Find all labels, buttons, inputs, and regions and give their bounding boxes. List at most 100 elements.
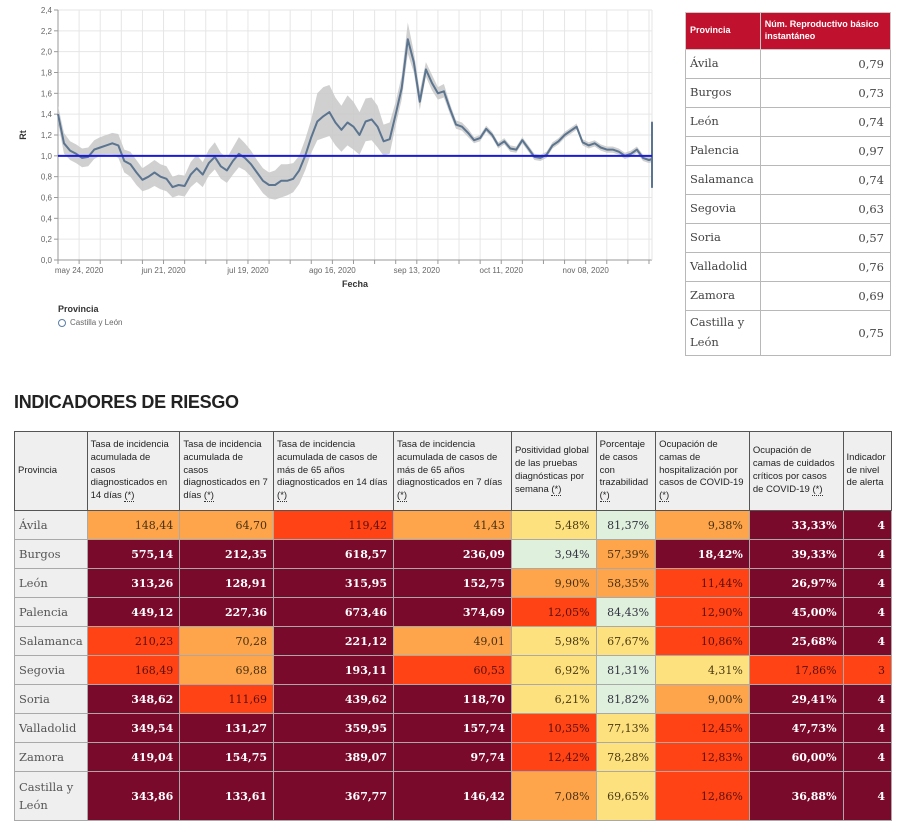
- rt-table-row: Segovia 0,63: [685, 194, 892, 224]
- risk-table-row: Segovia 168,49 69,88 193,11 60,53 6,92% 81,31%…: [14, 655, 893, 685]
- footnote-reference-link[interactable]: (*): [277, 490, 288, 503]
- rt-value-cell: 0,69: [759, 281, 892, 311]
- legend-item-castilla-y-leon[interactable]: Castilla y León: [58, 318, 122, 327]
- rt-table-row: Salamanca 0,74: [685, 165, 892, 195]
- risk-header-5: Positividad global de las pruebas diagnó…: [510, 431, 597, 511]
- y-tick-label: 1,4: [41, 110, 53, 119]
- risk-header-label: Ocupación de camas de hospitalización po…: [659, 438, 744, 489]
- risk-indicator-cell: 12,83%: [655, 742, 750, 772]
- risk-table-row: Palencia 449,12 227,36 673,46 374,69 12,05% 84…: [14, 597, 893, 627]
- rt-provincia-cell: León: [685, 107, 761, 137]
- rt-provincia-cell: Palencia: [685, 136, 761, 166]
- rt-value-cell: 0,79: [759, 49, 892, 79]
- risk-provincia-cell: Castilla y León: [14, 771, 88, 821]
- rt-line-chart-svg: 0,0 0,2 0,4 0,6 0,8 1,0 1,2 1,4 1,6 1,8 2,0 2,2 2,4 m…: [18, 6, 653, 289]
- risk-header-label: Provincia: [18, 464, 58, 476]
- footnote-reference-link[interactable]: (*): [812, 483, 823, 496]
- risk-indicator-cell: 97,74: [393, 742, 512, 772]
- risk-indicator-cell: 313,26: [86, 568, 181, 598]
- risk-indicator-cell: 221,12: [273, 626, 394, 656]
- risk-header-label: Ocupación de camas de cuidados críticos …: [752, 445, 835, 495]
- risk-indicator-cell: 47,73%: [748, 713, 844, 743]
- risk-indicator-cell: 152,75: [393, 568, 512, 598]
- risk-provincia-cell: León: [14, 568, 88, 598]
- x-tick-label: jul 19, 2020: [226, 266, 269, 275]
- x-tick-label: jun 21, 2020: [141, 266, 187, 275]
- risk-indicator-cell: 374,69: [393, 597, 512, 627]
- risk-header-label: Porcentaje de casos con trazabilidad: [599, 438, 649, 489]
- risk-indicator-cell: 146,42: [393, 771, 512, 821]
- rt-table-row: Palencia 0,97: [685, 136, 892, 166]
- risk-indicator-cell: 11,44%: [655, 568, 750, 598]
- risk-indicator-cell: 168,49: [86, 655, 181, 685]
- risk-indicator-cell: 389,07: [273, 742, 394, 772]
- risk-indicator-cell: 5,98%: [510, 626, 597, 656]
- rt-provincia-cell: Castilla y León: [685, 310, 761, 356]
- rt-series-line: [57, 38, 653, 189]
- risk-indicator-cell: 131,27: [179, 713, 275, 743]
- risk-header-label: Tasa de incidencia acumulada de casos di…: [183, 438, 268, 502]
- risk-provincia-cell: Zamora: [14, 742, 88, 772]
- y-tick-label: 0,0: [41, 256, 53, 265]
- risk-indicator-cell: 25,68%: [748, 626, 844, 656]
- risk-indicator-cell: 673,46: [273, 597, 394, 627]
- risk-indicator-cell: 41,43: [393, 510, 512, 540]
- risk-indicator-cell: 4: [842, 626, 893, 656]
- rt-value-cell: 0,63: [759, 194, 892, 224]
- risk-indicator-cell: 64,70: [179, 510, 275, 540]
- rt-chart: 0,0 0,2 0,4 0,6 0,8 1,0 1,2 1,4 1,6 1,8 2,0 2,2 2,4 m…: [0, 0, 670, 340]
- risk-indicator-cell: 4: [842, 510, 893, 540]
- risk-indicator-cell: 154,75: [179, 742, 275, 772]
- risk-indicator-cell: 439,62: [273, 684, 394, 714]
- risk-indicator-cell: 12,42%: [510, 742, 597, 772]
- risk-header-4: Tasa de incidencia acumulada de casos de…: [393, 431, 512, 511]
- rt-provincia-cell: Segovia: [685, 194, 761, 224]
- y-tick-label: 0,2: [41, 235, 53, 244]
- x-tick-label: oct 11, 2020: [480, 266, 524, 275]
- rt-provincia-cell: Salamanca: [685, 165, 761, 195]
- risk-indicator-cell: 9,00%: [655, 684, 750, 714]
- risk-indicator-cell: 4: [842, 771, 893, 821]
- legend-circle-icon: [58, 318, 66, 327]
- risk-indicator-cell: 9,90%: [510, 568, 597, 598]
- risk-table-row: Zamora 419,04 154,75 389,07 97,74 12,42% 78,28…: [14, 742, 893, 772]
- rt-value-cell: 0,57: [759, 223, 892, 253]
- risk-indicator-cell: 7,08%: [510, 771, 597, 821]
- risk-indicator-cell: 45,00%: [748, 597, 844, 627]
- risk-header-1: Tasa de incidencia acumulada de casos di…: [86, 431, 181, 511]
- risk-indicator-cell: 69,65%: [595, 771, 657, 821]
- footnote-reference-link[interactable]: (*): [124, 490, 135, 503]
- footnote-reference-link[interactable]: (*): [551, 483, 562, 496]
- risk-table-header-row: Provincia Tasa de incidencia acumulada de…: [14, 431, 893, 511]
- rt-table: Provincia Núm. Reproductivo básico insta…: [685, 12, 892, 356]
- risk-indicator-cell: 343,86: [86, 771, 181, 821]
- y-tick-label: 2,0: [41, 48, 53, 57]
- y-tick-label: 1,0: [41, 152, 53, 161]
- risk-indicator-cell: 6,92%: [510, 655, 597, 685]
- risk-header-label: Tasa de incidencia acumulada de casos di…: [90, 438, 169, 502]
- rt-value-cell: 0,74: [759, 165, 892, 195]
- y-tick-label: 0,6: [41, 194, 53, 203]
- footnote-reference-link[interactable]: (*): [599, 490, 610, 503]
- risk-table-row: León 313,26 128,91 315,95 152,75 9,90% 58,35% 1…: [14, 568, 893, 598]
- risk-indicator-cell: 133,61: [179, 771, 275, 821]
- rt-table-row: Burgos 0,73: [685, 78, 892, 108]
- risk-header-6: Porcentaje de casos con trazabilidad (*): [595, 431, 657, 511]
- risk-indicator-cell: 33,33%: [748, 510, 844, 540]
- footnote-reference-link[interactable]: (*): [397, 490, 408, 503]
- risk-table-row: Burgos 575,14 212,35 618,57 236,09 3,94% 57,39…: [14, 539, 893, 569]
- risk-provincia-cell: Valladolid: [14, 713, 88, 743]
- y-tick-label: 0,8: [41, 173, 53, 182]
- footnote-reference-link[interactable]: (*): [659, 490, 670, 503]
- risk-indicator-cell: 4: [842, 539, 893, 569]
- risk-indicator-cell: 367,77: [273, 771, 394, 821]
- risk-header-label: Positividad global de las pruebas diagnó…: [514, 445, 589, 495]
- risk-indicator-cell: 227,36: [179, 597, 275, 627]
- footnote-reference-link[interactable]: (*): [203, 490, 214, 503]
- risk-indicator-cell: 36,88%: [748, 771, 844, 821]
- rt-table-header-row: Provincia Núm. Reproductivo básico insta…: [685, 12, 892, 50]
- rt-table-row: Zamora 0,69: [685, 281, 892, 311]
- risk-indicator-cell: 67,67%: [595, 626, 657, 656]
- risk-header-7: Ocupación de camas de hospitalización po…: [655, 431, 750, 511]
- risk-table-row: Ávila 148,44 64,70 119,42 41,43 5,48% 81,37% 9,…: [14, 510, 893, 540]
